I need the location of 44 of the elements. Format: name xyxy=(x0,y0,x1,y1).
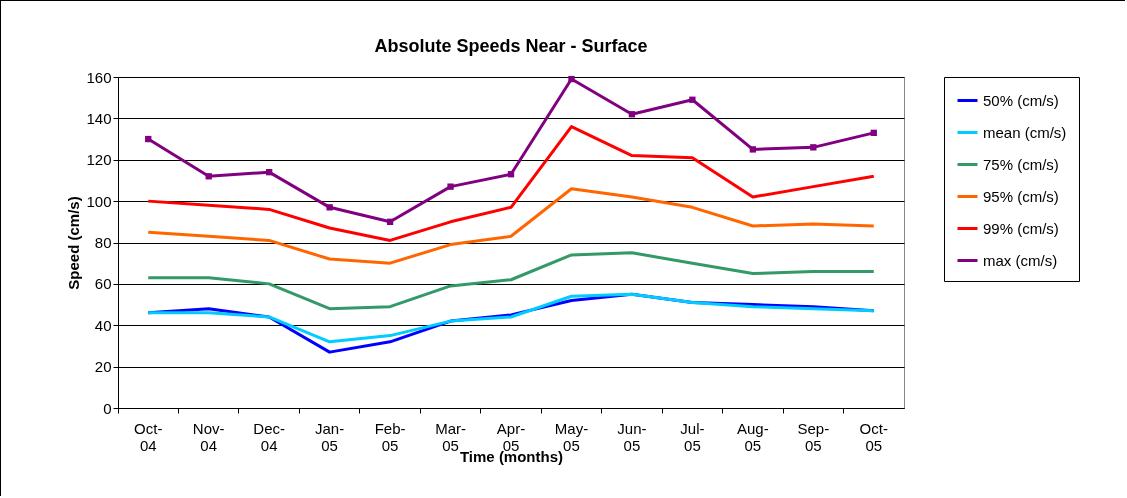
y-tick-label: 140 xyxy=(86,109,112,127)
y-tick-label: 160 xyxy=(86,68,112,86)
point xyxy=(628,111,636,118)
point xyxy=(870,129,877,137)
point xyxy=(810,144,817,151)
x-tick-label: Jan-05 xyxy=(315,419,345,454)
y-tick-label: 60 xyxy=(94,275,112,293)
point xyxy=(689,96,696,103)
point xyxy=(386,218,394,225)
x-tick-label: Dec-04 xyxy=(253,419,285,454)
point xyxy=(568,75,575,83)
point xyxy=(447,183,454,190)
point xyxy=(749,146,757,153)
y-tick-label: 100 xyxy=(86,192,112,210)
point xyxy=(326,204,333,211)
x-tick-label: Aug-05 xyxy=(737,419,769,454)
line-series xyxy=(146,292,876,344)
legend-label: 95% (cm/s) xyxy=(983,187,1059,205)
legend-label: 75% (cm/s) xyxy=(983,155,1059,173)
x-tick-label: Jun-05 xyxy=(617,419,647,454)
line-series xyxy=(146,187,876,265)
line-series xyxy=(146,125,876,242)
legend-label: mean (cm/s) xyxy=(983,123,1067,141)
x-tick-label: Oct-05 xyxy=(859,419,888,454)
point xyxy=(507,171,515,178)
point xyxy=(145,135,152,143)
legend-label: max (cm/s) xyxy=(983,251,1058,269)
y-axis-title: Speed (cm/s) xyxy=(65,196,83,290)
x-tick-label: Feb-05 xyxy=(374,419,406,454)
chart-title: Absolute Speeds Near - Surface xyxy=(374,36,648,56)
legend-label: 50% (cm/s) xyxy=(983,91,1059,109)
x-tick-label: Nov-04 xyxy=(192,419,225,454)
legend-label: 99% (cm/s) xyxy=(983,219,1059,237)
y-tick-label: 80 xyxy=(94,234,112,251)
x-tick-label: Sep-05 xyxy=(797,419,830,454)
line-series xyxy=(146,251,876,311)
point xyxy=(265,169,273,176)
y-tick-label: 40 xyxy=(94,316,112,334)
x-tick-label: Jul-05 xyxy=(680,419,705,454)
y-tick-label: 0 xyxy=(103,399,112,417)
y-tick-label: 20 xyxy=(94,358,112,376)
x-tick-label: Oct-04 xyxy=(134,419,163,454)
y-tick-label: 120 xyxy=(86,151,112,169)
point xyxy=(205,173,212,180)
